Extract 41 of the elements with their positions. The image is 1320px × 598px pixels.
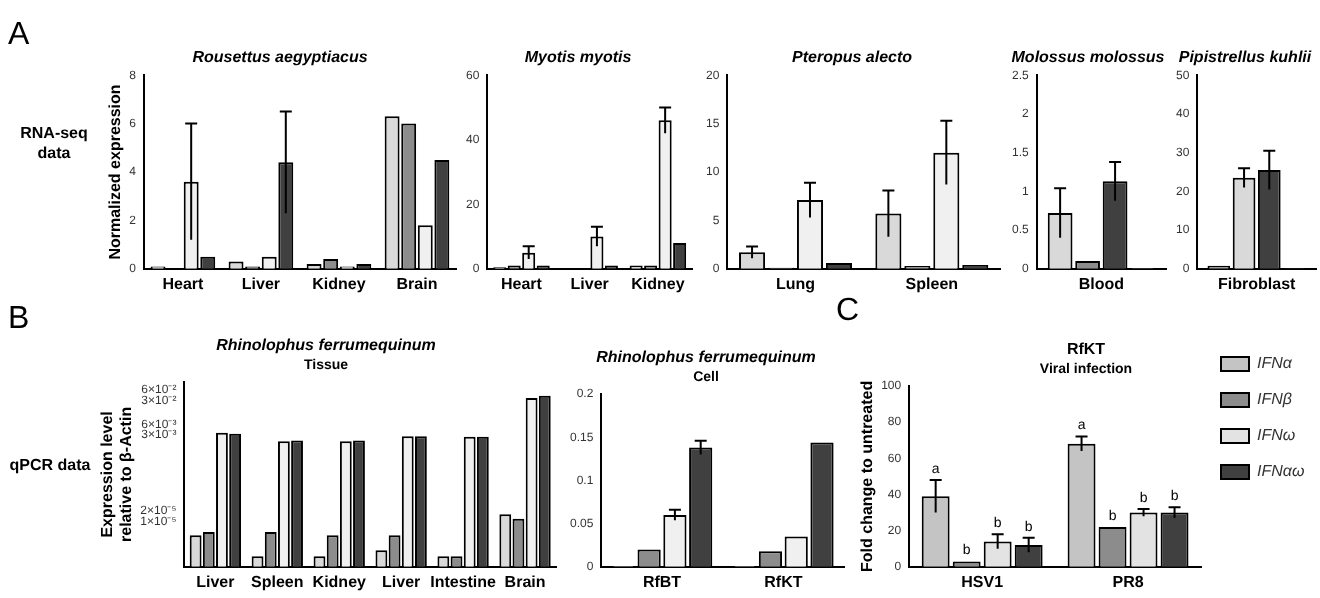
x-tick-label: HSV1 [961, 572, 1005, 591]
text: B [8, 300, 32, 339]
legend-label: IFNω [1257, 426, 1296, 445]
legend-label: IFNβ [1257, 390, 1293, 409]
x-tick-label: Spleen [251, 572, 304, 591]
chart-title: Molossus molossus [1011, 48, 1166, 67]
chart-title: Pteropus alecto [791, 48, 913, 67]
text: RNA-seq data [18, 124, 90, 163]
text: C [836, 292, 862, 331]
y-axis-title: Normalized expression [106, 84, 125, 260]
chart-title: Rhinolophus ferrumequinum [216, 336, 436, 355]
x-tick-label: Kidney [312, 572, 368, 591]
x-tick-label: Liver [196, 572, 235, 591]
chart-title: Myotis myotis [524, 48, 633, 67]
x-tick-label: Liver [241, 274, 281, 293]
chart-title: Rhinolophus ferrumequinum [596, 348, 816, 367]
x-tick-label: Blood [1078, 274, 1125, 293]
x-tick-label: Liver [570, 274, 609, 293]
x-tick-label: Spleen [905, 274, 959, 293]
y-axis-title: Expression level relative to β-Actin [98, 406, 136, 542]
x-tick-label: Kidney [312, 274, 367, 293]
x-tick-label: Brain [504, 572, 546, 591]
x-tick-label: RfBT [642, 572, 682, 591]
x-tick-label: Intestine [430, 572, 498, 591]
y-axis-title: Fold change to untreated [858, 380, 877, 572]
x-tick-label: Fibroblast [1218, 274, 1297, 293]
chart-title: Rousettus aegyptiacus [192, 48, 369, 67]
x-tick-label: Brain [396, 274, 438, 293]
x-tick-label: Lung [775, 274, 816, 293]
legend-label: IFNα [1257, 354, 1293, 373]
x-tick-label: Liver [382, 572, 421, 591]
x-tick-label: PR8 [1112, 572, 1145, 591]
x-tick-label: Heart [501, 274, 543, 293]
legend-label: IFNαω [1257, 462, 1305, 481]
text: qPCR data [7, 456, 93, 476]
chart-title: Pipistrellus kuhlii [1178, 48, 1313, 67]
x-tick-label: Heart [162, 274, 205, 293]
chart-title: RfKT [1066, 340, 1106, 359]
text: A [8, 16, 32, 55]
x-tick-label: Kidney [631, 274, 686, 293]
x-tick-label: RfKT [764, 572, 803, 591]
